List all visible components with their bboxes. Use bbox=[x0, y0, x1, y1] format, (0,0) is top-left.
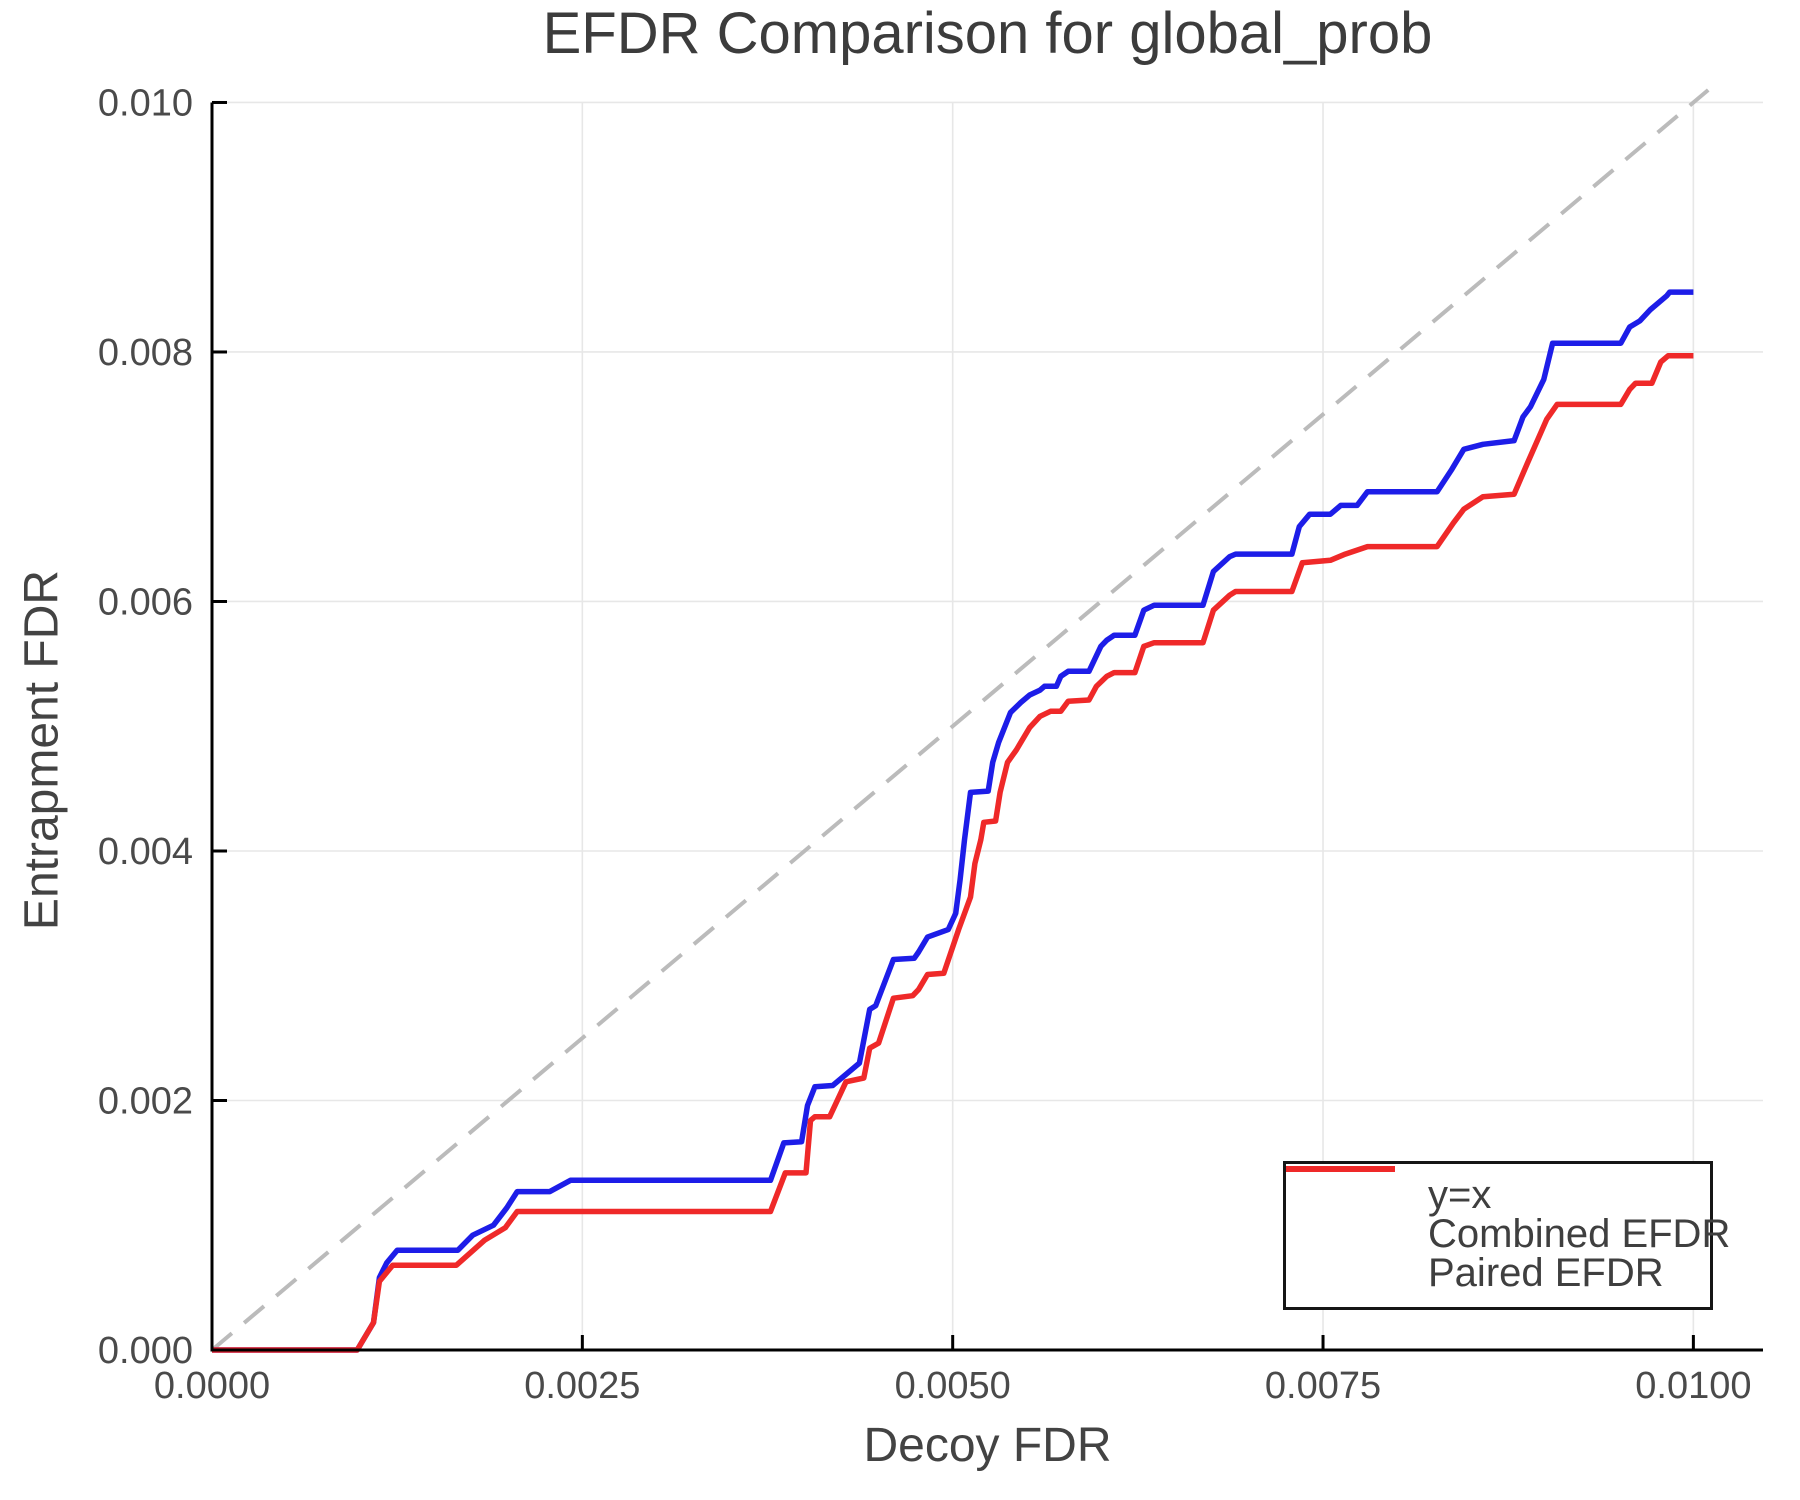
svg-text:0.008: 0.008 bbox=[98, 332, 193, 374]
svg-text:0.000: 0.000 bbox=[98, 1330, 193, 1372]
dashed-line-sample-icon bbox=[1286, 1166, 1410, 1201]
svg-text:0.002: 0.002 bbox=[98, 1080, 193, 1122]
y-axis-label: Entrapment FDR bbox=[15, 569, 69, 931]
svg-text:0.0075: 0.0075 bbox=[1265, 1365, 1381, 1407]
legend-item: Paired EFDR bbox=[1286, 1166, 1710, 1295]
svg-text:0.0000: 0.0000 bbox=[154, 1365, 270, 1407]
x-axis-label: Decoy FDR bbox=[863, 1419, 1112, 1472]
red-line-sample-icon bbox=[1286, 1166, 1410, 1279]
legend-item: y=x bbox=[1286, 1166, 1710, 1217]
svg-text:0.0050: 0.0050 bbox=[895, 1365, 1011, 1407]
chart-title: EFDR Comparison for global_prob bbox=[542, 1, 1433, 66]
svg-text:0.004: 0.004 bbox=[98, 831, 193, 873]
legend-label: Paired EFDR bbox=[1428, 1251, 1664, 1295]
legend: y=x Combined EFDR Paired EFDR bbox=[1283, 1161, 1730, 1310]
svg-text:0.010: 0.010 bbox=[98, 82, 193, 124]
svg-text:0.0100: 0.0100 bbox=[1635, 1365, 1751, 1407]
svg-text:0.006: 0.006 bbox=[98, 581, 193, 623]
legend-label: y=x bbox=[1428, 1173, 1492, 1217]
blue-line-sample-icon bbox=[1286, 1166, 1410, 1240]
legend-label: Combined EFDR bbox=[1428, 1212, 1731, 1256]
svg-text:0.0025: 0.0025 bbox=[524, 1365, 640, 1407]
legend-item: Combined EFDR bbox=[1286, 1166, 1730, 1254]
